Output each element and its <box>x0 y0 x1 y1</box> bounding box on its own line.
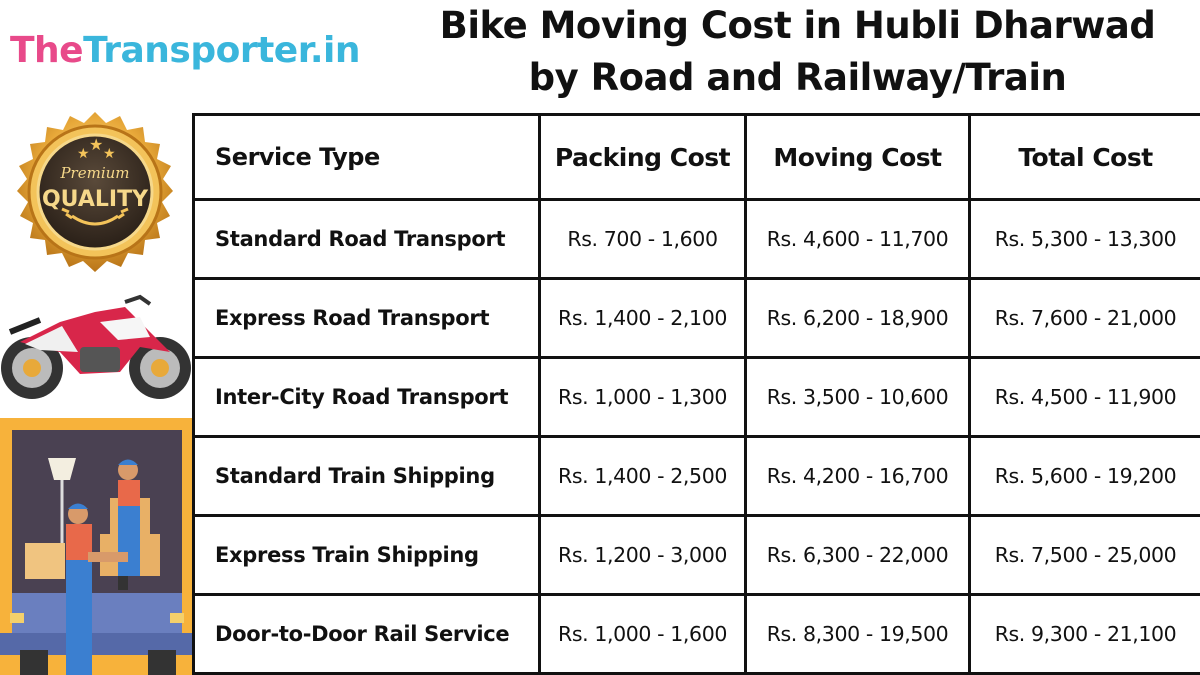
total-cost: Rs. 5,300 - 13,300 <box>968 198 1200 280</box>
logo-part-transporter: Transporter.in <box>83 30 360 71</box>
total-cost: Rs. 7,600 - 21,000 <box>968 277 1200 359</box>
table-row: Standard Road Transport Rs. 700 - 1,600 … <box>192 198 1200 280</box>
motorbike-icon <box>1 294 191 399</box>
svg-text:★: ★ <box>103 146 116 162</box>
total-cost: Rs. 4,500 - 11,900 <box>968 356 1200 438</box>
service-name: Standard Train Shipping <box>192 435 541 517</box>
header-total-cost: Total Cost <box>968 113 1200 201</box>
service-name: Express Road Transport <box>192 277 541 359</box>
packing-cost: Rs. 700 - 1,600 <box>538 198 747 280</box>
svg-text:★: ★ <box>77 146 90 162</box>
packing-cost: Rs. 1,000 - 1,600 <box>538 593 747 675</box>
cost-table: Service Type Packing Cost Moving Cost To… <box>192 113 1200 675</box>
service-name: Standard Road Transport <box>192 198 541 280</box>
service-name: Express Train Shipping <box>192 514 541 596</box>
title-line-2: by Road and Railway/Train <box>528 56 1067 99</box>
page-title: Bike Moving Cost in Hubli Dharwad by Roa… <box>420 0 1175 104</box>
site-logo-text: TheTransporter.in <box>10 30 360 71</box>
packing-cost: Rs. 1,200 - 3,000 <box>538 514 747 596</box>
header-moving-cost: Moving Cost <box>744 113 971 201</box>
moving-cost: Rs. 4,200 - 16,700 <box>744 435 971 517</box>
total-cost: Rs. 9,300 - 21,100 <box>968 593 1200 675</box>
svg-text:★: ★ <box>89 135 103 154</box>
table-row: Express Road Transport Rs. 1,400 - 2,100… <box>192 277 1200 359</box>
table-header-row: Service Type Packing Cost Moving Cost To… <box>192 113 1200 201</box>
badge-premium-text: Premium <box>59 164 129 182</box>
movers-truck-icon <box>0 418 195 675</box>
badge-quality-text: QUALITY <box>42 187 149 212</box>
title-line-1: Bike Moving Cost in Hubli Dharwad <box>439 4 1156 47</box>
header-packing-cost: Packing Cost <box>538 113 747 201</box>
service-name: Inter-City Road Transport <box>192 356 541 438</box>
moving-cost: Rs. 6,300 - 22,000 <box>744 514 971 596</box>
table-row: Express Train Shipping Rs. 1,200 - 3,000… <box>192 514 1200 596</box>
service-name: Door-to-Door Rail Service <box>192 593 541 675</box>
moving-cost: Rs. 3,500 - 10,600 <box>744 356 971 438</box>
packing-cost: Rs. 1,000 - 1,300 <box>538 356 747 438</box>
packing-cost: Rs. 1,400 - 2,500 <box>538 435 747 517</box>
moving-cost: Rs. 8,300 - 19,500 <box>744 593 971 675</box>
header-service-type: Service Type <box>192 113 541 201</box>
table-row: Door-to-Door Rail Service Rs. 1,000 - 1,… <box>192 593 1200 675</box>
total-cost: Rs. 7,500 - 25,000 <box>968 514 1200 596</box>
premium-quality-badge-icon: ★ ★ ★ Premium QUALITY <box>17 112 173 272</box>
packing-cost: Rs. 1,400 - 2,100 <box>538 277 747 359</box>
total-cost: Rs. 5,600 - 19,200 <box>968 435 1200 517</box>
logo-part-the: The <box>10 30 84 71</box>
moving-cost: Rs. 4,600 - 11,700 <box>744 198 971 280</box>
table-row: Inter-City Road Transport Rs. 1,000 - 1,… <box>192 356 1200 438</box>
moving-cost: Rs. 6,200 - 18,900 <box>744 277 971 359</box>
table-row: Standard Train Shipping Rs. 1,400 - 2,50… <box>192 435 1200 517</box>
